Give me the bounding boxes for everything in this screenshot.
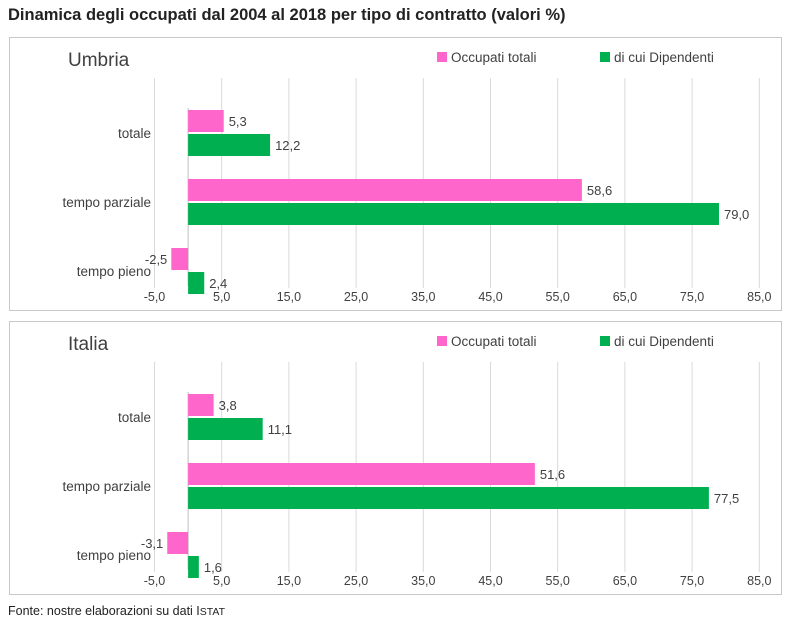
category-label: tempo pieno: [77, 264, 151, 279]
x-tick-label: 5,0: [213, 574, 230, 588]
bar: [188, 463, 535, 485]
x-tick-label: -5,0: [144, 574, 166, 588]
bar: [188, 179, 582, 201]
legend-swatch: [600, 52, 610, 62]
x-tick-label: 35,0: [411, 574, 435, 588]
legend-label: di cui Dipendenti: [614, 50, 714, 65]
x-tick-label: -5,0: [144, 290, 166, 304]
data-label: 11,1: [268, 422, 292, 437]
data-label: 51,6: [540, 467, 565, 482]
chart-panel-umbria: -5,0 5,0 15,0 25,0 35,0 45,0 55,0 65,0 75,0 85,0 U…: [9, 37, 782, 311]
source-text: Fonte: nostre elaborazioni su dati I: [8, 604, 200, 618]
data-label: 77,5: [714, 491, 739, 506]
bar: [188, 487, 709, 509]
legend-swatch: [600, 336, 610, 346]
x-tick-label: 85,0: [747, 290, 771, 304]
bar: [171, 248, 189, 270]
x-tick-label: 45,0: [478, 574, 502, 588]
panel-title: Umbria: [68, 50, 130, 71]
x-tick-label: 15,0: [277, 290, 301, 304]
x-tick-label: 25,0: [344, 574, 368, 588]
bar: [188, 272, 205, 294]
data-label: 58,6: [587, 183, 612, 198]
data-label: 2,4: [209, 276, 227, 291]
panel-title: Italia: [68, 334, 109, 355]
category-label: totale: [118, 126, 151, 141]
bar: [188, 203, 719, 225]
x-tick-label: 75,0: [680, 290, 704, 304]
bar-chart-umbria: -5,0 5,0 15,0 25,0 35,0 45,0 55,0 65,0 75,0 85,0 U…: [62, 50, 771, 304]
legend-label: di cui Dipendenti: [614, 334, 714, 349]
data-label: 12,2: [275, 138, 300, 153]
bar: [188, 556, 199, 578]
x-tick-label: 15,0: [277, 574, 301, 588]
bar: [188, 418, 263, 440]
chart-panel-italia: -5,0 5,0 15,0 25,0 35,0 45,0 55,0 65,0 75,0 85,0 I…: [9, 321, 782, 595]
data-label: -2,5: [145, 252, 167, 267]
bar-chart-italia: -5,0 5,0 15,0 25,0 35,0 45,0 55,0 65,0 75,0 85,0 I…: [62, 334, 771, 588]
category-label: tempo parziale: [62, 195, 151, 210]
x-tick-label: 25,0: [344, 290, 368, 304]
bar: [188, 110, 224, 132]
data-label: 79,0: [724, 207, 749, 222]
page-title: Dinamica degli occupati dal 2004 al 2018…: [8, 6, 566, 24]
x-tick-label: 65,0: [613, 574, 637, 588]
data-label: 5,3: [229, 114, 247, 129]
bar: [167, 532, 189, 554]
x-tick-label: 45,0: [478, 290, 502, 304]
category-label: tempo parziale: [62, 479, 151, 494]
legend-swatch: [437, 52, 447, 62]
x-tick-label: 35,0: [411, 290, 435, 304]
bar: [188, 134, 271, 156]
legend-swatch: [437, 336, 447, 346]
category-label: tempo pieno: [77, 548, 151, 563]
bar: [188, 394, 214, 416]
source-smallcaps: STAT: [199, 606, 226, 618]
source-note: Fonte: nostre elaborazioni su dati ISTAT: [8, 604, 225, 618]
x-tick-label: 55,0: [546, 574, 570, 588]
data-label: 1,6: [204, 560, 222, 575]
legend-label: Occupati totali: [451, 50, 537, 65]
category-label: totale: [118, 410, 151, 425]
legend-label: Occupati totali: [451, 334, 537, 349]
x-tick-label: 85,0: [747, 574, 771, 588]
x-tick-label: 65,0: [613, 290, 637, 304]
data-label: -3,1: [141, 536, 163, 551]
data-label: 3,8: [219, 398, 237, 413]
x-tick-label: 75,0: [680, 574, 704, 588]
x-tick-label: 55,0: [546, 290, 570, 304]
x-tick-label: 5,0: [213, 290, 230, 304]
